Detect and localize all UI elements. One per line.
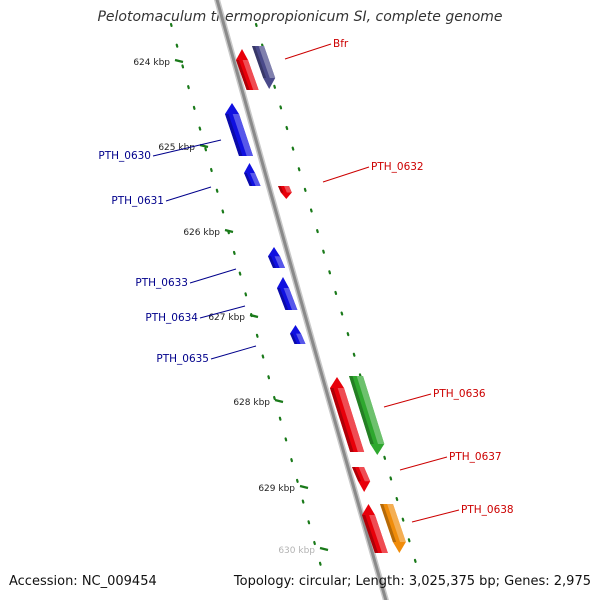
gene-label-pth-0636-leader [383,393,432,408]
tick-625-kbp-mark [199,143,209,149]
gene-pth-0635 [290,325,306,344]
tick-624-kbp-mark [174,58,184,64]
tick-628-kbp-mark [274,398,284,404]
gene-unlabeled-9 [330,377,365,452]
gene-label-pth-0637-leader [399,456,448,471]
tick-630-kbp-mark [319,546,329,552]
topology-summary: Topology: circular; Length: 3,025,375 bp… [233,574,591,589]
gene-pth-0637 [352,467,371,492]
gene-label-pth-0633-leader [189,268,237,284]
gene-label-pth-0637: PTH_0637 [449,451,502,463]
gene-label-pth-0633: PTH_0633 [135,277,188,289]
tick-625-kbp-label: 625 kbp [158,143,195,153]
gene-label-pth-0632: PTH_0632 [371,161,424,173]
gene-label-pth-0638-leader [411,509,460,523]
gene-label-pth-0631-leader [165,186,212,202]
map-title: Pelotomaculum thermopropionicum SI, comp… [97,9,503,25]
gene-pth-0636 [349,376,385,455]
gene-label-pth-0638: PTH_0638 [461,504,514,516]
tick-626-kbp-label: 626 kbp [183,228,220,238]
tick-ring-inner [169,22,322,566]
gene-label-pth-0631: PTH_0631 [111,195,164,207]
gene-label-pth-0634: PTH_0634 [145,312,198,324]
tick-626-kbp-mark [224,228,234,234]
gene-unlabeled-12 [362,504,388,553]
gene-label-pth-0630-leader [152,139,222,157]
accession-text: Accession: NC_009454 [9,574,157,589]
tick-629-kbp-label: 629 kbp [258,484,295,494]
gene-label-pth-0635: PTH_0635 [156,353,209,365]
tick-627-kbp-mark [249,313,259,319]
gene-bfr [252,46,276,89]
tick-630-kbp-label: 630 kbp [278,546,315,556]
gene-label-pth-0636: PTH_0636 [433,388,486,400]
gene-label-bfr: Bfr [333,38,349,50]
gene-pth-0630 [225,103,253,156]
gene-pth-0632 [278,186,292,199]
gene-pth-0634 [277,277,298,310]
gene-pth-0638 [380,504,406,553]
tick-629-kbp-mark [299,484,309,490]
gene-label-bfr-leader [284,43,332,60]
tick-627-kbp-label: 627 kbp [208,313,245,323]
tick-layer: 624 kbp 625 kbp 626 kbp 627 kbp 628 kbp 629 k… [133,22,417,566]
gene-label-pth-0635-leader [210,345,257,360]
gene-unlabeled-1 [236,49,259,90]
gene-label-pth-0634-leader [199,305,246,319]
gene-layer [225,46,406,553]
tick-624-kbp-label: 624 kbp [133,58,170,68]
gene-label-pth-0632-leader [322,166,370,183]
tick-628-kbp-label: 628 kbp [233,398,270,408]
genome-backbone [215,0,388,600]
backbone-layer [213,0,389,600]
gene-pth-0633 [268,247,286,268]
label-layer: Bfr PTH_0630 PTH_0631 PTH_0632 PTH_0633 PTH_0… [98,38,514,523]
gene-label-pth-0630: PTH_0630 [98,150,151,162]
gene-pth-0631 [244,163,261,186]
